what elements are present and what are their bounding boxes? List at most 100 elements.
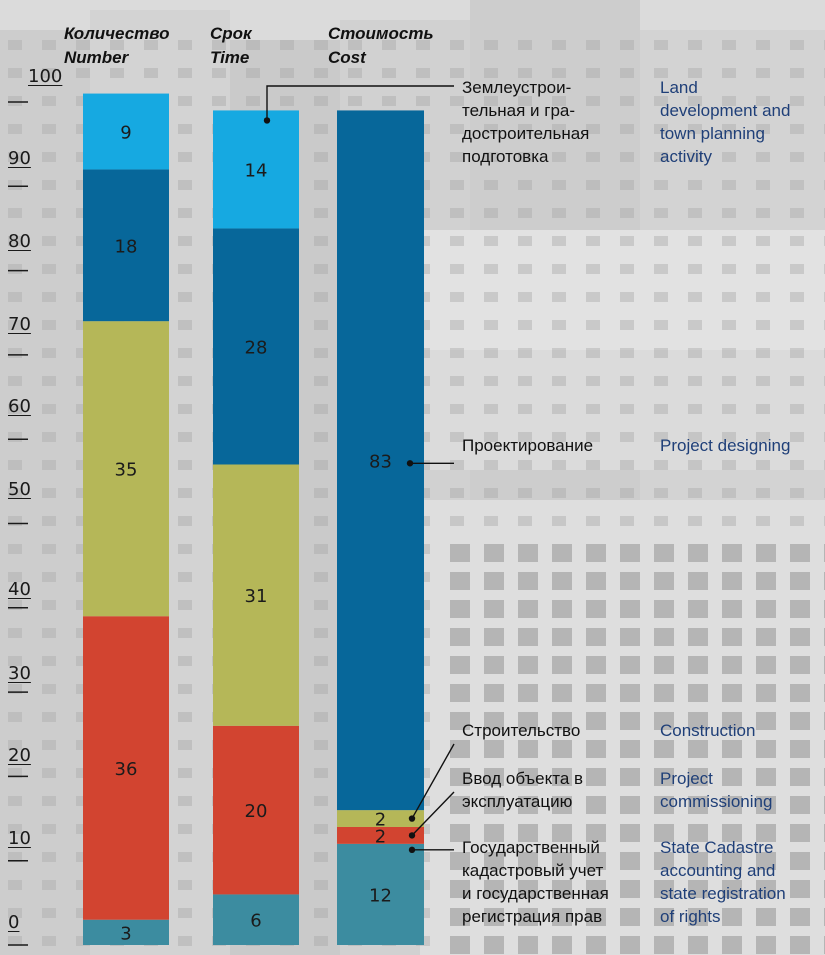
building-window [314,320,328,330]
building-window [552,292,566,302]
bar-segment-construction [213,464,299,726]
building-window [42,936,56,946]
building-window [484,208,498,218]
building-window [620,684,640,702]
building-window [722,908,742,926]
building-window [484,432,498,442]
building-window [518,460,532,470]
building-window [178,936,192,946]
building-window [178,712,192,722]
building-window [722,376,736,386]
building-window [8,824,22,834]
building-window [42,460,56,470]
building-window [280,96,294,106]
building-window [518,180,532,190]
building-window [688,124,702,134]
legend-ru-line: подготовка [462,147,549,166]
building-window [722,292,736,302]
building-window [484,656,504,674]
legend-ru-line: и государственная [462,884,609,903]
building-window [586,348,600,358]
building-window [722,712,742,730]
building-window [654,712,674,730]
building-window [756,544,776,562]
building-window [722,124,736,134]
legend-ru-designing: Проектирование [462,434,593,457]
legend-en-line: State Cadastre [660,838,774,857]
leader-dot [408,832,416,839]
building-window [382,68,396,78]
building-window [314,208,328,218]
building-window [654,208,668,218]
building-window [620,768,640,786]
building-window [688,432,702,442]
building-window [790,516,804,526]
building-window [688,180,702,190]
building-window [314,936,328,946]
building-window [586,180,600,190]
building-window [518,768,538,786]
building-window [552,152,566,162]
building-window [518,488,532,498]
legend-en-land: Land development and town planning activ… [660,76,790,168]
building-window [790,320,804,330]
building-window [790,544,810,562]
building-window [688,236,702,246]
building-window [450,600,470,618]
legend-ru-construction: Строительство [462,719,580,742]
building-window [756,152,770,162]
building-window [42,40,56,50]
building-window [8,768,22,778]
building-window [654,936,674,954]
data-label: 14 [245,160,268,181]
building-window [552,572,572,590]
legend-ru-line: Государственный [462,838,600,857]
building-window [722,488,736,498]
building-window [552,460,566,470]
building-window [654,68,668,78]
building-window [790,264,804,274]
building-window [586,152,600,162]
building-window [552,208,566,218]
building-window [586,628,606,646]
building-window [8,684,22,694]
column-header-cost-en: Cost [328,48,366,67]
building-window [212,40,226,50]
building-window [756,684,776,702]
building-window [518,796,538,814]
building-window [450,908,470,926]
building-window [722,432,736,442]
building-window [246,40,260,50]
building-window [654,824,674,842]
building-window [518,740,538,758]
building-window [722,740,742,758]
building-window [314,768,328,778]
building-window [654,432,668,442]
legend-en-line: Construction [660,721,756,740]
building-window [348,96,362,106]
building-window [450,824,470,842]
building-window [42,180,56,190]
building-window [756,460,770,470]
building-window [756,908,776,926]
building-window [450,348,464,358]
building-window [620,96,634,106]
building-window [178,124,192,134]
building-window [586,292,600,302]
building-window [8,628,22,638]
y-tick-label: 100 [28,66,63,87]
building-window [8,404,22,414]
building-window [178,348,192,358]
building-window [552,628,572,646]
building-window [518,432,532,442]
building-window [620,460,634,470]
building-window [756,124,770,134]
building-window [722,684,742,702]
building-window [552,936,572,954]
building-window [552,432,566,442]
building-window [620,740,640,758]
building-window [450,180,464,190]
building-window [42,320,56,330]
building-window [586,488,600,498]
